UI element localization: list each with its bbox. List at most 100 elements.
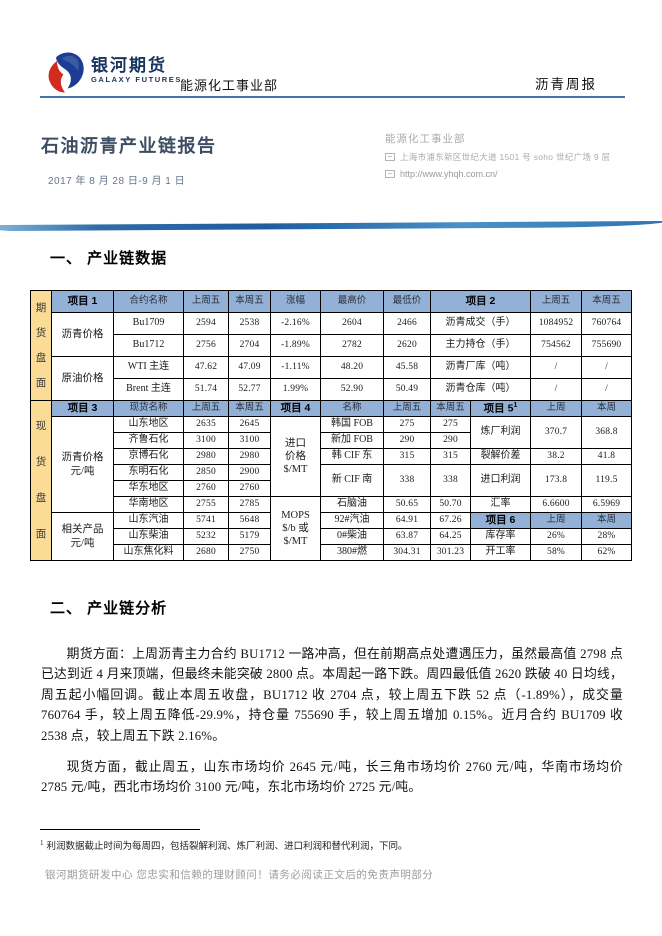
cell: 1084952 [530, 312, 583, 335]
cell: 48.20 [320, 356, 384, 379]
cell: 齐鲁石化 [113, 432, 184, 449]
col-header: 上周五 [183, 290, 229, 313]
spot-block: 现 货 盘 面 项目 3 现货名称 上周五 本周五 项目 4 名称 上周五 本周… [30, 400, 633, 561]
cell: 52.90 [320, 378, 384, 401]
cell: Brent 主连 [113, 378, 184, 401]
row-group-label: MOPS $/b 或 $/MT [270, 496, 321, 561]
cell: 0#柴油 [320, 528, 384, 545]
cell: 2760 [228, 480, 271, 497]
cell: 2645 [228, 416, 271, 433]
col-header: 本周五 [430, 400, 471, 417]
cell: 新加 FOB [320, 432, 384, 449]
cell: 173.8 [530, 464, 583, 497]
cell: 沥青成交（手） [429, 312, 532, 335]
col-header: 上周五 [383, 400, 431, 417]
cell: 2466 [383, 312, 431, 335]
cell: 2755 [183, 496, 229, 513]
col-header: 上周 [530, 512, 583, 529]
report-title: 石油沥青产业链报告 [41, 136, 217, 156]
cell: 主力持仓（手） [429, 334, 532, 357]
row-group-label: 沥青价格 [51, 312, 114, 357]
col-header: 合约名称 [113, 290, 184, 313]
contact-department: 能源化工事业部 [385, 133, 466, 145]
cell: 315 [383, 448, 431, 465]
cell: / [530, 378, 583, 401]
cell: Bu1712 [113, 334, 184, 357]
cell: 沥青仓库（吨） [429, 378, 532, 401]
contact-block: 能源化工事业部 上海市浦东新区世纪大道 1501 号 soho 世纪广场 9 层… [385, 131, 635, 185]
cell: 2604 [320, 312, 384, 335]
cell: -2.16% [270, 312, 321, 335]
page-footer-disclaimer: 银河期货研发中心 您忠实和信赖的理财顾问！请务必阅读正文后的免责声明部分 [45, 869, 434, 881]
table-row: 华东地区 2760 2760 [31, 480, 632, 497]
row-group-label: 相关产品 元/吨 [51, 512, 114, 561]
website-icon [385, 170, 395, 178]
futures-block: 期 货 盘 面 项目 1 合约名称 上周五 本周五 涨幅 最高价 最低价 项目 … [30, 290, 633, 401]
cell: 58% [530, 544, 583, 561]
cell: 2760 [183, 480, 229, 497]
cell: 45.58 [383, 356, 431, 379]
footnote-marker: 1 [513, 401, 518, 409]
cell: 2538 [228, 312, 271, 335]
cell: 2980 [183, 448, 229, 465]
table-row: 东明石化 2850 2900 新 CIF 南 338 338 进口利润 173.… [31, 464, 633, 497]
col-header: 项目 51 [469, 400, 532, 417]
cell: 韩国 FOB [320, 416, 384, 433]
col-header: 最低价 [383, 290, 431, 313]
col-header: 本周 [581, 512, 633, 529]
cell: 64.91 [383, 512, 431, 529]
header-report-type: 沥青周报 [535, 77, 597, 92]
industry-chain-data-table: 期 货 盘 面 项目 1 合约名称 上周五 本周五 涨幅 最高价 最低价 项目 … [30, 290, 633, 561]
cell: 2850 [183, 464, 229, 481]
cell: 755690 [581, 334, 633, 357]
report-date-range: 2017 年 8 月 28 日-9 月 1 日 [48, 176, 186, 187]
logo-text: 银河期货 GALAXY FUTURES [91, 56, 182, 85]
cell: 库存率 [469, 528, 532, 545]
cell: 2785 [228, 496, 271, 513]
cell: 炼厂利润 [469, 416, 532, 449]
cell: 290 [383, 432, 431, 449]
cell: 304.31 [383, 544, 431, 561]
col-header: 上周 [530, 400, 583, 417]
cell: 沥青厂库（吨） [429, 356, 532, 379]
cell: 2756 [183, 334, 229, 357]
cell: 华南地区 [113, 496, 184, 513]
cell: 2980 [228, 448, 271, 465]
cell: 380#燃 [320, 544, 384, 561]
cell: 华东地区 [113, 480, 184, 497]
header-divider [40, 96, 625, 98]
cell: 338 [383, 464, 431, 497]
futures-side-label: 期 货 盘 面 [30, 290, 52, 401]
cell: 28% [581, 528, 633, 545]
table-row: 现 货 盘 面 项目 3 现货名称 上周五 本周五 项目 4 名称 上周五 本周… [30, 400, 633, 561]
table-row: 原油价格 WTI 主连 47.62 47.09 -1.11% 48.20 45.… [31, 356, 633, 401]
cell: 3100 [228, 432, 271, 449]
col-header: 涨幅 [270, 290, 321, 313]
cell: 50.65 [383, 496, 431, 513]
cell: 38.2 [530, 448, 583, 465]
cell: 67.26 [430, 512, 471, 529]
cell: 51.74 [183, 378, 229, 401]
cell: 汇率 [469, 496, 532, 513]
cell: 52.77 [228, 378, 271, 401]
cell: 47.09 [228, 356, 271, 379]
table-row: 华南地区 2755 2785 MOPS $/b 或 $/MT 石脑油 50.65… [31, 496, 633, 561]
spot-side-label: 现 货 盘 面 [30, 400, 52, 561]
website-link[interactable]: http://www.yhqh.com.cn/ [400, 169, 498, 179]
cell: -1.11% [270, 356, 321, 379]
col-header: 项目 6 [469, 512, 532, 529]
cell: 1.99% [270, 378, 321, 401]
footnote: 1 利润数据截止时间为每周四，包括裂解利润、炼厂利润、进口利润和替代利润，下同。 [40, 838, 620, 852]
cell: 2900 [228, 464, 271, 481]
cell: 6.5969 [581, 496, 633, 513]
footnote-number: 1 [40, 838, 44, 847]
footnote-divider [40, 829, 200, 830]
cell: 2680 [183, 544, 229, 561]
col-header: 最高价 [320, 290, 384, 313]
cell: 开工率 [469, 544, 532, 561]
cell: 50.49 [383, 378, 431, 401]
cell: 山东焦化料 [113, 544, 184, 561]
col-header: 项目 3 [51, 400, 114, 417]
cell: 6.6600 [530, 496, 583, 513]
